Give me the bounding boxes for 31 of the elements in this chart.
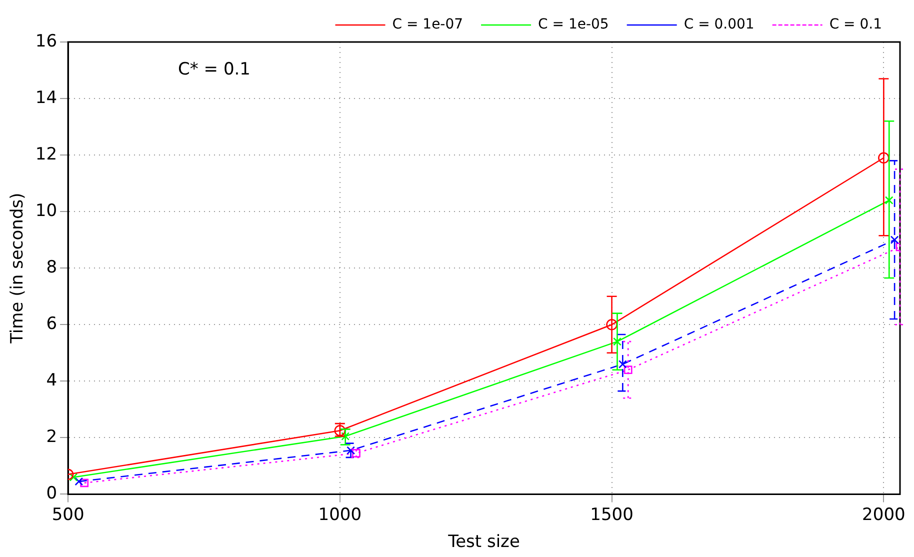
point bbox=[69, 473, 78, 482]
y-axis-title: Time (in seconds) bbox=[8, 192, 28, 344]
point bbox=[884, 196, 894, 204]
point bbox=[624, 366, 632, 374]
point bbox=[890, 236, 899, 244]
legend-label: C = 0.1 bbox=[829, 16, 882, 33]
x-tick-label: 2000 bbox=[862, 504, 906, 525]
y-tick-label: 4 bbox=[46, 370, 58, 391]
legend-label: C = 1e-05 bbox=[538, 16, 609, 33]
x-tick-label: 1500 bbox=[590, 504, 634, 525]
y-tick-label: 16 bbox=[35, 31, 58, 52]
point bbox=[618, 360, 627, 368]
annotation: C* = 0.1 bbox=[178, 59, 250, 80]
x-axis-title: Test size bbox=[447, 532, 520, 552]
y-tick-label: 6 bbox=[46, 314, 58, 334]
y-tick-label: 0 bbox=[46, 484, 58, 504]
point bbox=[878, 152, 890, 164]
point bbox=[613, 337, 622, 346]
x-tick-label: 500 bbox=[52, 504, 84, 525]
legend-label: C = 0.001 bbox=[684, 16, 754, 33]
point bbox=[74, 477, 84, 486]
point bbox=[80, 478, 89, 488]
point bbox=[341, 432, 350, 440]
y-tick-label: 2 bbox=[46, 427, 58, 448]
legend-label: C = 1e-07 bbox=[392, 16, 464, 33]
y-tick-label: 10 bbox=[35, 200, 58, 221]
point bbox=[606, 318, 618, 330]
y-tick-label: 14 bbox=[35, 88, 58, 108]
y-tick-label: 8 bbox=[46, 258, 58, 278]
x-tick-label: 1000 bbox=[318, 504, 362, 525]
y-tick-label: 12 bbox=[35, 144, 58, 164]
